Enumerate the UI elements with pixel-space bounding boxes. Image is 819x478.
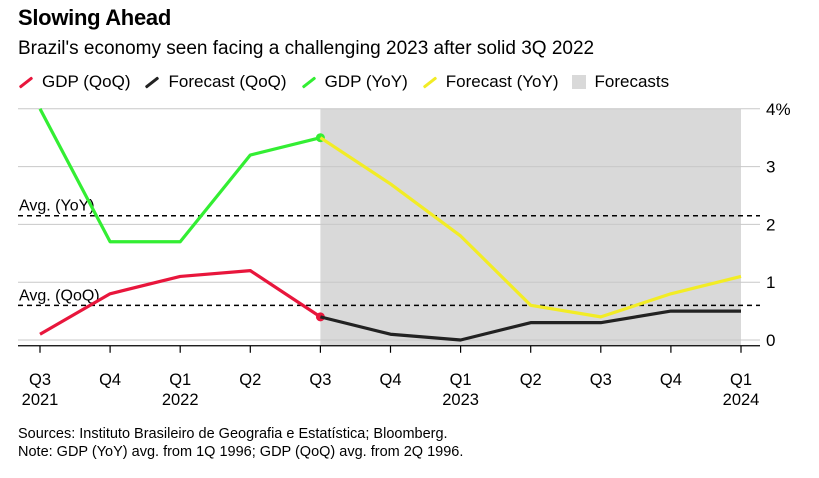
x-tick-year-label: 2023 (442, 391, 479, 409)
series-line-forecast-qoq (320, 309, 741, 342)
y-tick-label: 2 (766, 215, 775, 234)
x-tick-label: Q1 (169, 371, 191, 389)
sources-note: Sources: Instituto Brasileiro de Geograf… (18, 426, 448, 442)
x-tick-label: Q4 (379, 371, 401, 389)
x-tick-label: Q4 (99, 371, 121, 389)
series-line-forecast-yoy (319, 136, 742, 319)
legend-item-gdp-yoy: GDP (YoY) (301, 72, 408, 92)
x-tick-label: Q1 (730, 371, 752, 389)
legend-label-forecast-qoq: Forecast (QoQ) (168, 72, 287, 91)
legend-item-forecast-yoy: Forecast (YoY) (422, 72, 559, 92)
y-tick-label: 1 (766, 273, 775, 292)
x-tick-label: Q3 (309, 371, 331, 389)
chart-footnotes: Sources: Instituto Brasileiro de Geograf… (18, 425, 463, 461)
legend-swatch-forecasts (572, 75, 587, 89)
legend-label-gdp-yoy: GDP (YoY) (324, 72, 408, 91)
x-tick-label: Q4 (660, 371, 682, 389)
methodology-note: Note: GDP (YoY) avg. from 1Q 1996; GDP (… (18, 444, 464, 460)
reference-line-label: Avg. (QoQ) (19, 287, 100, 304)
x-tick-label: Q2 (239, 371, 261, 389)
chart-title: Slowing Ahead (18, 5, 171, 30)
legend-label-gdp-qoq: GDP (QoQ) (42, 72, 131, 91)
x-tick-label: Q2 (520, 371, 542, 389)
legend-label-forecasts: Forecasts (594, 72, 670, 91)
legend-item-forecasts: Forecasts (572, 72, 669, 92)
legend-label-forecast-yoy: Forecast (YoY) (445, 72, 559, 91)
chart-subtitle: Brazil's economy seen facing a challengi… (18, 38, 595, 59)
x-tick-label: Q1 (450, 371, 472, 389)
y-tick-label: 0 (766, 331, 775, 350)
x-tick-year-label: 2024 (723, 391, 760, 409)
x-tick-label: Q3 (29, 371, 51, 389)
y-tick-label: 4% (766, 100, 791, 119)
x-tick-year-label: 2022 (162, 391, 199, 409)
series-line-gdp-yoy (38, 108, 321, 244)
legend-item-gdp-qoq: GDP (QoQ) (18, 72, 130, 92)
reference-line-label: Avg. (YoY) (19, 198, 95, 215)
x-tick-year-label: 2021 (22, 391, 59, 409)
x-tick-label: Q3 (590, 371, 612, 389)
series-line-gdp-qoq (39, 269, 322, 336)
legend-item-forecast-qoq: Forecast (QoQ) (144, 72, 287, 92)
chart-legend: GDP (QoQ) Forecast (QoQ) GDP (YoY) Forec… (18, 72, 683, 92)
y-tick-label: 3 (766, 158, 775, 177)
